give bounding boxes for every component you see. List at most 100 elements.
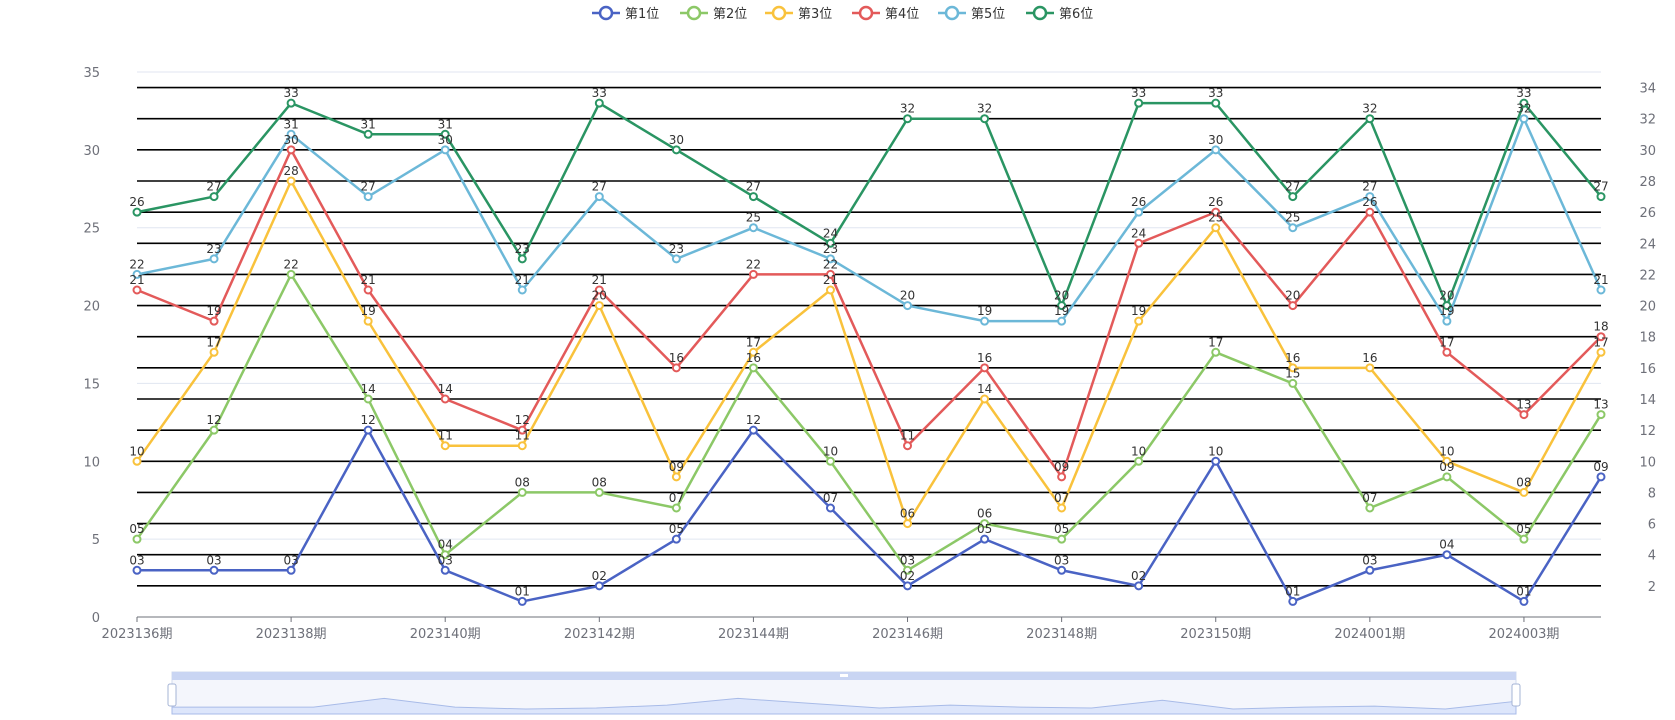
data-point[interactable] (363, 129, 373, 139)
data-point[interactable] (1519, 487, 1529, 497)
data-point[interactable] (132, 456, 142, 466)
data-point[interactable] (1211, 145, 1221, 155)
data-point[interactable] (517, 285, 527, 295)
data-point[interactable] (1211, 98, 1221, 108)
data-point[interactable] (209, 425, 219, 435)
data-point[interactable] (1596, 192, 1606, 202)
data-point[interactable] (903, 519, 913, 529)
data-point[interactable] (132, 565, 142, 575)
data-point[interactable] (671, 254, 681, 264)
data-point[interactable] (363, 192, 373, 202)
data-point[interactable] (1442, 456, 1452, 466)
data-point[interactable] (903, 581, 913, 591)
data-point[interactable] (517, 254, 527, 264)
data-point[interactable] (1442, 301, 1452, 311)
data-point[interactable] (1596, 410, 1606, 420)
data-point[interactable] (1519, 410, 1529, 420)
data-point[interactable] (1134, 207, 1144, 217)
data-point[interactable] (517, 425, 527, 435)
data-point[interactable] (1134, 98, 1144, 108)
data-point[interactable] (748, 192, 758, 202)
data-point[interactable] (980, 363, 990, 373)
data-point[interactable] (1288, 192, 1298, 202)
data-point[interactable] (1596, 472, 1606, 482)
data-point[interactable] (1211, 456, 1221, 466)
data-point[interactable] (1365, 192, 1375, 202)
data-point[interactable] (1211, 347, 1221, 357)
data-point[interactable] (440, 565, 450, 575)
data-point[interactable] (671, 472, 681, 482)
data-point[interactable] (1057, 472, 1067, 482)
data-point[interactable] (671, 503, 681, 513)
data-point[interactable] (440, 129, 450, 139)
data-point[interactable] (209, 565, 219, 575)
data-point[interactable] (748, 347, 758, 357)
data-point[interactable] (132, 207, 142, 217)
data-point[interactable] (903, 441, 913, 451)
data-point[interactable] (1057, 316, 1067, 326)
data-point[interactable] (748, 425, 758, 435)
data-point[interactable] (1211, 223, 1221, 233)
legend-item[interactable]: 第1位 (592, 5, 659, 22)
data-point[interactable] (286, 565, 296, 575)
data-point[interactable] (440, 441, 450, 451)
data-point[interactable] (286, 269, 296, 279)
data-point[interactable] (286, 145, 296, 155)
data-point[interactable] (209, 192, 219, 202)
data-point[interactable] (594, 487, 604, 497)
data-point[interactable] (1288, 301, 1298, 311)
data-point[interactable] (903, 565, 913, 575)
data-point[interactable] (132, 269, 142, 279)
data-point[interactable] (980, 534, 990, 544)
data-point[interactable] (1134, 316, 1144, 326)
data-point[interactable] (903, 301, 913, 311)
data-point[interactable] (1596, 285, 1606, 295)
data-point[interactable] (1365, 363, 1375, 373)
data-point[interactable] (1134, 238, 1144, 248)
data-point[interactable] (1288, 378, 1298, 388)
data-point[interactable] (1057, 301, 1067, 311)
legend-item[interactable]: 第4位 (852, 5, 919, 22)
data-point[interactable] (440, 145, 450, 155)
data-point[interactable] (132, 285, 142, 295)
data-point[interactable] (1211, 207, 1221, 217)
data-point[interactable] (286, 176, 296, 186)
data-point[interactable] (209, 254, 219, 264)
data-point[interactable] (1442, 550, 1452, 560)
legend-item[interactable]: 第5位 (938, 5, 1005, 22)
data-point[interactable] (671, 145, 681, 155)
zoom-handle[interactable] (1511, 683, 1521, 707)
data-point[interactable] (132, 534, 142, 544)
data-point[interactable] (825, 285, 835, 295)
data-point[interactable] (1519, 534, 1529, 544)
data-point[interactable] (594, 192, 604, 202)
data-point[interactable] (1057, 565, 1067, 575)
data-point[interactable] (1057, 534, 1067, 544)
data-point[interactable] (1134, 581, 1144, 591)
data-point[interactable] (286, 129, 296, 139)
data-zoom-slider[interactable] (167, 671, 1521, 715)
data-point[interactable] (671, 534, 681, 544)
data-point[interactable] (517, 487, 527, 497)
data-point[interactable] (825, 238, 835, 248)
data-point[interactable] (594, 301, 604, 311)
data-point[interactable] (825, 254, 835, 264)
data-point[interactable] (980, 394, 990, 404)
data-point[interactable] (671, 363, 681, 373)
data-point[interactable] (363, 316, 373, 326)
data-point[interactable] (440, 550, 450, 560)
data-point[interactable] (1365, 207, 1375, 217)
data-point[interactable] (825, 269, 835, 279)
data-point[interactable] (1288, 223, 1298, 233)
zoom-handle[interactable] (167, 683, 177, 707)
data-point[interactable] (286, 98, 296, 108)
data-point[interactable] (1519, 596, 1529, 606)
data-point[interactable] (748, 269, 758, 279)
data-point[interactable] (1288, 363, 1298, 373)
data-point[interactable] (1442, 316, 1452, 326)
legend-item[interactable]: 第2位 (680, 5, 747, 22)
data-point[interactable] (1288, 596, 1298, 606)
data-point[interactable] (594, 98, 604, 108)
data-point[interactable] (748, 223, 758, 233)
data-point[interactable] (825, 456, 835, 466)
